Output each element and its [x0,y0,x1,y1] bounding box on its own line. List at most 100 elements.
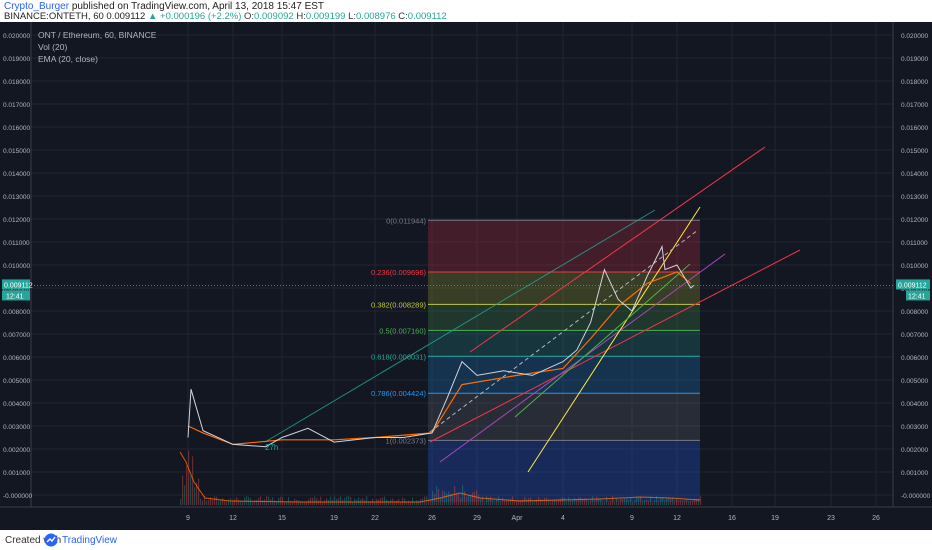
author-link[interactable]: Crypto_Burger [4,1,70,12]
volume-bar [280,496,282,505]
left-price-axis[interactable]: 0.020000 0.019000 0.018000 0.017000 0.016000… [3,33,33,500]
left-price-badge [2,279,30,290]
volume-bar [382,497,384,505]
volume-bar [692,501,694,505]
volume-bar [292,501,294,505]
volume-bar [466,496,468,505]
volume-bar [222,498,224,505]
trend-line-green[interactable] [514,263,691,418]
y-tick-right: 0.004000 [901,401,928,408]
volume-bar [446,493,448,505]
volume-bar [190,475,192,505]
volume-bar [286,501,288,505]
volume-bar [486,496,488,505]
volume-bar [428,499,430,505]
volume-bar [188,450,190,505]
volume-bar [352,501,354,505]
trend-line-red-upper[interactable] [469,146,766,353]
fib-label-0.5: 0.5(0.007160) [379,326,426,335]
fib-label-0.236: 0.236(0.009696) [371,268,427,277]
price-chart-svg[interactable]: 0(0.011944) 0.236(0.009696) 0.382(0.008289… [0,22,932,530]
time-axis[interactable]: 9 12 15 19 22 26 29 Apr 4 9 12 16 19 23 26 [186,515,880,522]
y-tick-left: 0.006000 [3,355,30,362]
volume-bar [664,500,666,505]
volume-bar [616,498,618,505]
y-tick-right: 0.009000 [901,286,928,293]
x-tick: 29 [473,515,481,522]
y-tick-right: 0.013000 [901,194,928,201]
footer: Created with TradingView [0,530,932,550]
volume-bar [408,500,410,505]
volume-bar [480,497,482,505]
publish-header: Crypto_Burger published on TradingView.c… [0,0,932,22]
volume-bar [468,495,470,505]
y-tick-right: 0.020000 [901,33,928,40]
right-price-axis[interactable]: 0.020000 0.019000 0.018000 0.017000 0.016000… [901,33,931,500]
y-tick-left: 0.012000 [3,217,30,224]
volume-bar [204,496,206,505]
volume-bar [322,501,324,505]
volume-bar [532,500,534,505]
volume-bar [610,500,612,505]
chart-area[interactable]: 0(0.011944) 0.236(0.009696) 0.382(0.008289… [0,22,932,530]
volume-bar [370,500,372,505]
y-tick-right: 0.008000 [901,309,928,316]
volume-bar [652,501,654,505]
trend-line-red-lower[interactable] [429,249,801,443]
volume-bar [366,496,368,505]
volume-bar [492,500,494,505]
left-price-scale[interactable] [0,22,31,507]
y-tick-left: -0.000000 [3,493,33,500]
tradingview-brand-link[interactable]: TradingView [62,535,118,546]
trend-lines[interactable] [264,146,801,473]
y-tick-left: 0.020000 [3,33,30,40]
volume-bar [304,501,306,505]
volume-bar [504,500,506,505]
volume-bar [636,497,638,505]
volume-bar [488,497,490,505]
y-tick-right: 0.018000 [901,79,928,86]
volume-bar [530,497,532,505]
fibonacci-retracement[interactable]: 0(0.011944) 0.236(0.009696) 0.382(0.008289… [371,216,700,502]
volume-bar [520,500,522,505]
volume-bar [576,499,578,505]
volume-bar [562,497,564,505]
volume-bar [268,496,270,505]
volume-bar [686,499,688,505]
volume-bar [448,491,450,505]
trend-line-yellow[interactable] [527,206,701,473]
volume-bar [200,498,202,505]
right-price-badges: 0.009112 12:41 [896,279,930,301]
ohlc-line: BINANCE:ONTETH, 60 0.009112 ▲ +0.000196 … [4,11,447,22]
volume-bar [218,500,220,505]
y-tick-left: 0.003000 [3,424,30,431]
volume-bar [456,492,458,505]
x-tick: 22 [371,515,379,522]
volume-bar [700,496,702,505]
published-text: published on TradingView.com, April 13, … [71,1,325,12]
tradingview-logo-icon[interactable] [44,533,58,547]
volume-bar [670,498,672,505]
y-tick-left: 0.016000 [3,125,30,132]
created-with-label: Created with [5,535,62,546]
volume-bar [192,456,194,505]
volume-bar [432,490,434,505]
volume-bar [444,491,446,505]
publish-info: Crypto_Burger published on TradingView.c… [4,1,324,12]
volume-bar [568,497,570,505]
volume-bar [418,500,420,505]
y-tick-left: 0.018000 [3,79,30,86]
volume-bar [578,497,580,505]
volume-ma-line [179,451,701,503]
volume-bar [516,501,518,505]
volume-bar [270,499,272,505]
volume-bar [436,486,438,505]
volume-bar [410,501,412,505]
volume-bar [414,501,416,505]
volume-bar [554,499,556,505]
low-value: 0.008976 [356,11,396,22]
trend-line-teal[interactable] [264,209,656,443]
x-tick: Apr [512,515,524,522]
volume-bar [474,492,476,505]
volume-bar [440,497,442,505]
